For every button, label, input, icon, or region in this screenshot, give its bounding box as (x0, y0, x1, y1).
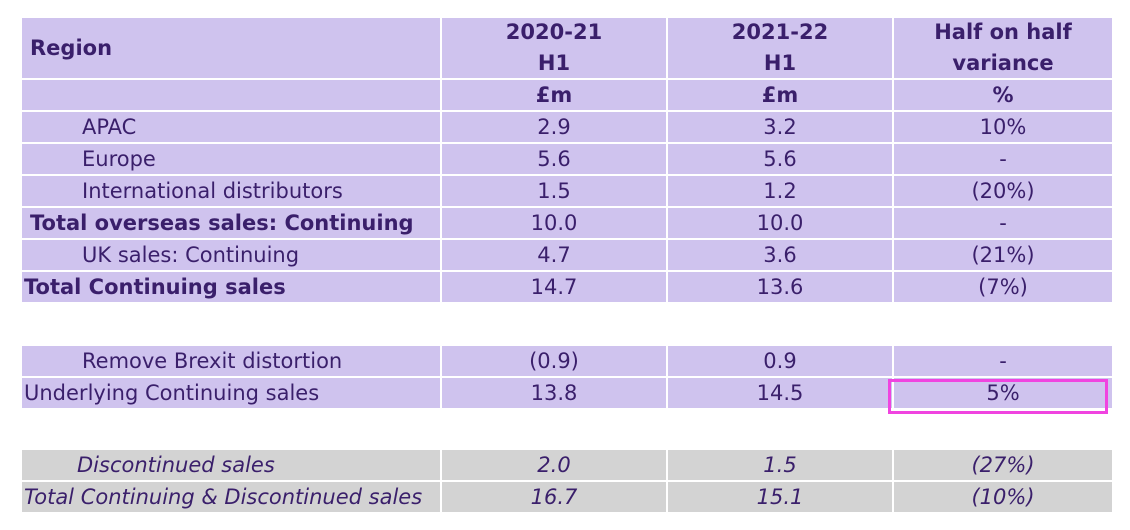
row-label: International distributors (82, 179, 343, 203)
region-header: Region (30, 36, 113, 60)
table-row: Europe 5.6 5.6 - (22, 144, 1112, 176)
row-value: - (892, 144, 1112, 174)
col-variance-header: Half on half variance (892, 18, 1112, 78)
adjustment-table: Remove Brexit distortion (0.9) 0.9 - Und… (22, 346, 1112, 410)
row-value: 0.9 (666, 346, 892, 376)
sales-table: Region 2020-21 H1 2021-22 H1 Half on hal… (22, 18, 1112, 304)
row-value: - (892, 346, 1112, 376)
row-value: 10% (892, 112, 1112, 142)
row-value: 5% (892, 378, 1112, 408)
header-row: Region 2020-21 H1 2021-22 H1 Half on hal… (22, 18, 1112, 80)
table-row: UK sales: Continuing 4.7 3.6 (21%) (22, 240, 1112, 272)
row-label: Underlying Continuing sales (24, 381, 320, 405)
table-row: Total overseas sales: Continuing 10.0 10… (22, 208, 1112, 240)
row-value: 14.5 (666, 378, 892, 408)
row-label: APAC (82, 115, 137, 139)
unit-col2: £m (666, 80, 892, 110)
highlight-box (888, 379, 1108, 414)
table-row: Underlying Continuing sales 13.8 14.5 5% (22, 378, 1112, 410)
row-value: 15.1 (666, 482, 892, 512)
units-row: £m £m % (22, 80, 1112, 112)
col-2020-21-header: 2020-21 H1 (440, 18, 666, 78)
row-value: 4.7 (440, 240, 666, 270)
row-label: UK sales: Continuing (82, 243, 300, 267)
unit-col3: % (892, 80, 1112, 110)
row-value: 1.5 (666, 450, 892, 480)
unit-col1: £m (440, 80, 666, 110)
row-value: 3.6 (666, 240, 892, 270)
row-value: (10%) (892, 482, 1112, 512)
table-row: Total Continuing sales 14.7 13.6 (7%) (22, 272, 1112, 304)
row-value: 10.0 (440, 208, 666, 238)
row-value: 14.7 (440, 272, 666, 302)
row-label: Total overseas sales: Continuing (30, 211, 414, 235)
row-value: 13.6 (666, 272, 892, 302)
table-row: Discontinued sales 2.0 1.5 (27%) (22, 450, 1112, 482)
row-label: Total Continuing sales (24, 275, 286, 299)
row-value: 16.7 (440, 482, 666, 512)
row-label: Discontinued sales (77, 453, 275, 477)
row-value: 5.6 (440, 144, 666, 174)
row-value: 2.0 (440, 450, 666, 480)
table-row: Total Continuing & Discontinued sales 16… (22, 482, 1112, 514)
row-value: (21%) (892, 240, 1112, 270)
row-value: 5.6 (666, 144, 892, 174)
row-value: 1.5 (440, 176, 666, 206)
col-2021-22-header: 2021-22 H1 (666, 18, 892, 78)
table-row: APAC 2.9 3.2 10% (22, 112, 1112, 144)
row-value: 3.2 (666, 112, 892, 142)
row-label: Europe (82, 147, 156, 171)
row-value: (7%) (892, 272, 1112, 302)
row-value: 1.2 (666, 176, 892, 206)
row-value: 10.0 (666, 208, 892, 238)
row-value: (0.9) (440, 346, 666, 376)
table-row: International distributors 1.5 1.2 (20%) (22, 176, 1112, 208)
row-value: 13.8 (440, 378, 666, 408)
row-value: - (892, 208, 1112, 238)
discontinued-table: Discontinued sales 2.0 1.5 (27%) Total C… (22, 450, 1112, 514)
row-value: (27%) (892, 450, 1112, 480)
row-value: (20%) (892, 176, 1112, 206)
row-label: Remove Brexit distortion (82, 349, 343, 373)
row-label: Total Continuing & Discontinued sales (24, 485, 423, 509)
table-row: Remove Brexit distortion (0.9) 0.9 - (22, 346, 1112, 378)
row-value: 2.9 (440, 112, 666, 142)
